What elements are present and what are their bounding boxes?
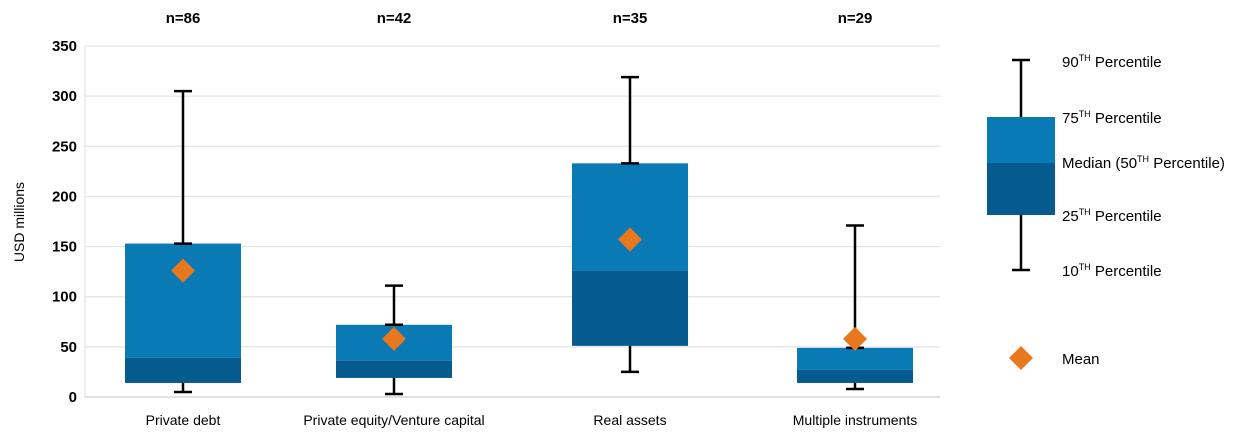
legend-label-mean: Mean (1062, 351, 1100, 368)
category-label: Real assets (593, 412, 666, 428)
box-group (572, 75, 688, 374)
box-upper (572, 163, 688, 271)
box-lower (125, 357, 241, 383)
mean-marker (171, 258, 195, 283)
n-label: n=35 (613, 10, 648, 27)
legend: 90TH Percentile 75TH Percentile Median (… (987, 53, 1225, 370)
legend-upper-box (987, 117, 1055, 163)
category-label: Private equity/Venture capital (303, 412, 484, 428)
box-group (797, 224, 913, 391)
y-tick-label: 150 (52, 239, 77, 256)
box-lower (797, 369, 913, 383)
n-label: n=29 (838, 10, 873, 27)
n-label: n=42 (377, 10, 412, 27)
legend-lower-box (987, 163, 1055, 215)
y-tick-label: 200 (52, 188, 77, 205)
y-axis-ticks: 0 50 100 150 200 250 300 350 (52, 38, 77, 406)
legend-mean-marker (1009, 346, 1033, 370)
category-label: Private debt (146, 412, 221, 428)
box-upper (797, 347, 913, 370)
box-series (125, 75, 913, 396)
category-label: Multiple instruments (793, 412, 918, 428)
mean-marker (618, 227, 642, 252)
legend-label-p75: 75TH Percentile (1062, 109, 1162, 127)
box-group (336, 284, 452, 396)
y-axis-title: USD millions (11, 182, 27, 262)
n-labels: n=86 n=42 n=35 n=29 (166, 10, 873, 27)
box-lower (572, 270, 688, 346)
y-tick-label: 350 (52, 38, 77, 55)
y-tick-label: 100 (52, 289, 77, 306)
y-tick-label: 0 (69, 389, 77, 406)
legend-label-p25: 25TH Percentile (1062, 207, 1162, 225)
category-labels: Private debt Private equity/Venture capit… (146, 412, 918, 428)
n-label: n=86 (166, 10, 201, 27)
legend-label-p10: 10TH Percentile (1062, 262, 1162, 280)
legend-label-median: Median (50TH Percentile) (1062, 154, 1225, 172)
box-group (125, 89, 241, 394)
y-tick-label: 50 (60, 339, 77, 356)
mean-marker (382, 326, 406, 351)
y-tick-label: 250 (52, 138, 77, 155)
y-tick-label: 300 (52, 88, 77, 105)
legend-label-p90: 90TH Percentile (1062, 53, 1162, 71)
mean-marker (843, 326, 867, 351)
box-lower (336, 360, 452, 378)
